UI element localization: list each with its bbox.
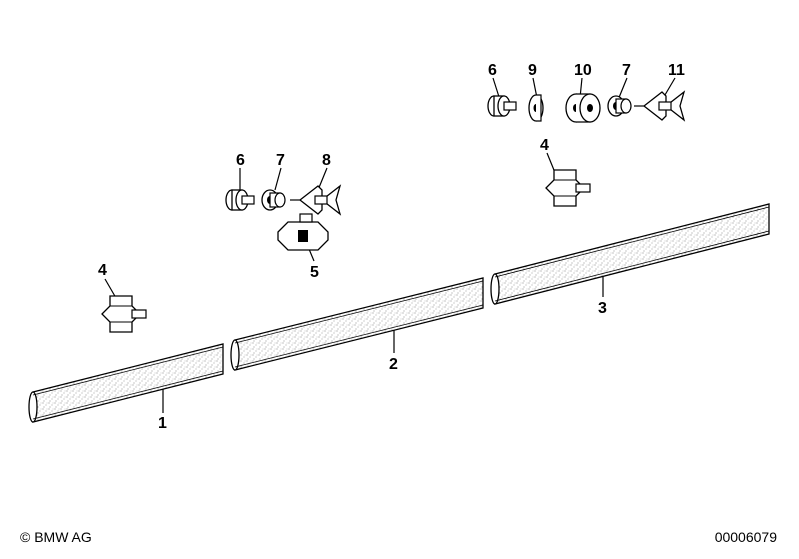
callout-8: 8: [322, 152, 331, 170]
diagram-canvas: 1 2 3 4 4 5 6 6 7 7 8 9 10 11 © BMW AG 0…: [0, 0, 799, 559]
callout-3: 3: [598, 300, 607, 318]
callout-7a: 7: [276, 152, 285, 170]
washer-part-9: [529, 95, 543, 121]
trim-strip-2: [231, 278, 483, 370]
callout-2: 2: [389, 356, 398, 374]
spacer-part-10: [566, 94, 600, 122]
clip-part-4-left: [102, 296, 146, 332]
trim-strip-3: [491, 204, 769, 304]
clip-part-5: [278, 214, 328, 250]
callout-4b: 4: [540, 137, 549, 155]
parts-illustration: [0, 0, 799, 559]
callout-5: 5: [310, 264, 319, 282]
grommet-part-7-left: [262, 190, 285, 210]
grommet-part-7-right: [608, 96, 631, 116]
trim-strip-1: [29, 344, 223, 422]
plug-part-6-left: [226, 190, 254, 210]
wingnut-part-8: [290, 186, 340, 214]
callout-4a: 4: [98, 262, 107, 280]
callout-6a: 6: [236, 152, 245, 170]
callout-10: 10: [574, 62, 592, 80]
plug-part-6-right: [488, 96, 516, 116]
copyright-text: © BMW AG: [20, 529, 92, 545]
part-number-text: 00006079: [715, 529, 777, 545]
callout-7b: 7: [622, 62, 631, 80]
callout-11: 11: [668, 62, 685, 80]
wingnut-part-11: [634, 92, 684, 120]
callout-1: 1: [158, 415, 167, 433]
clip-part-4-right: [546, 170, 590, 206]
callout-9: 9: [528, 62, 537, 80]
callout-6b: 6: [488, 62, 497, 80]
